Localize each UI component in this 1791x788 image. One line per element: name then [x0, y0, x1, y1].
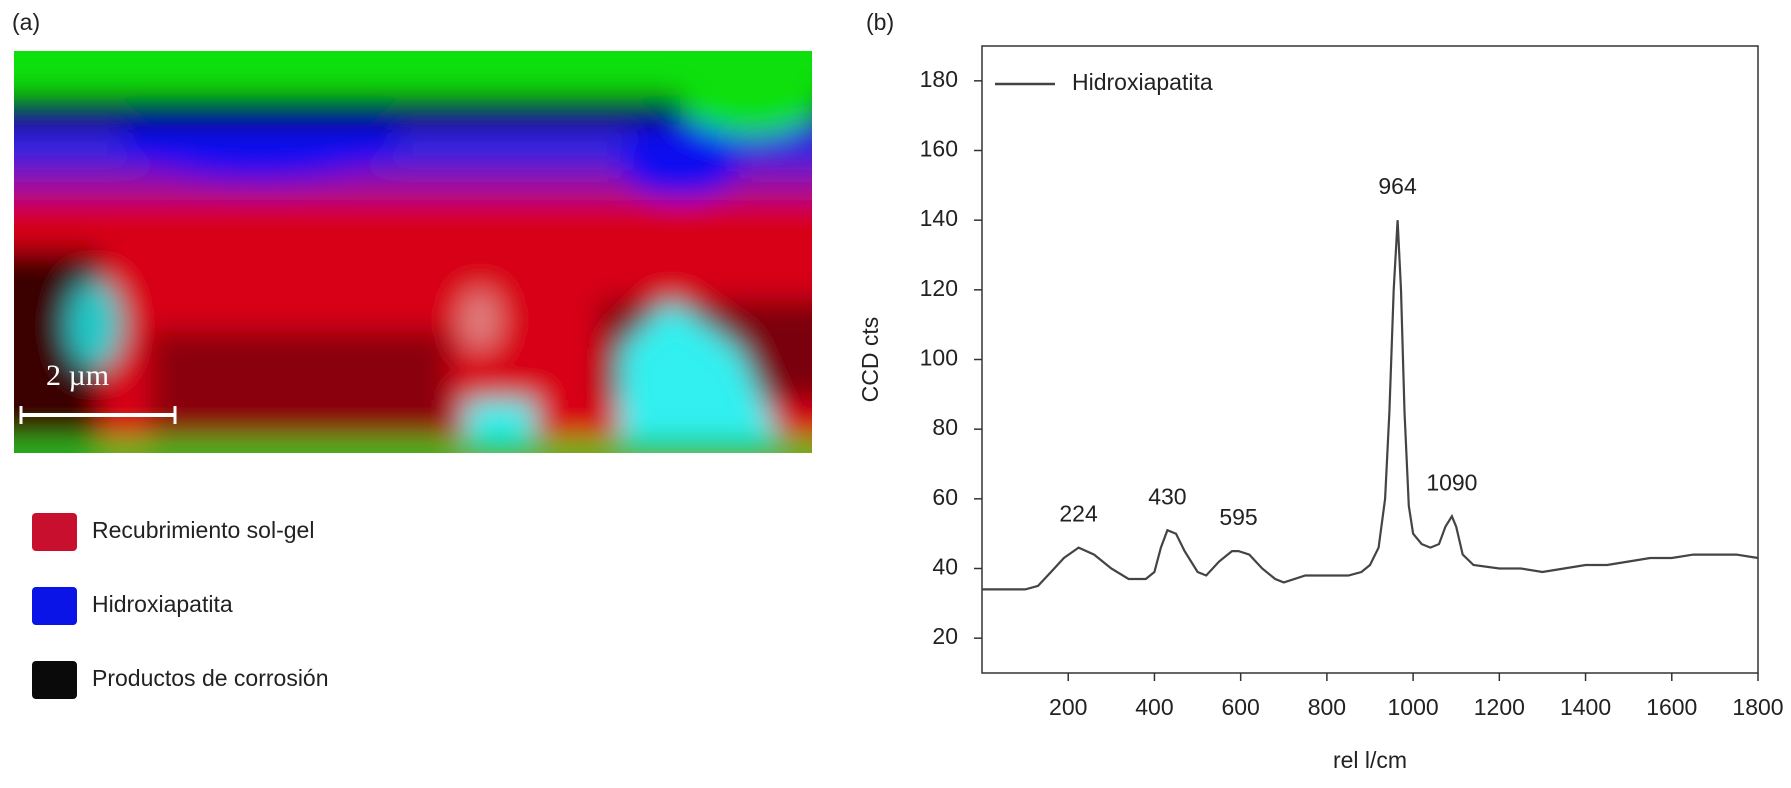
y-tick-label: 120 — [920, 275, 958, 301]
legend-label: Productos de corrosión — [92, 665, 329, 691]
peak-label: 595 — [1219, 504, 1257, 530]
y-tick-label: 180 — [920, 66, 958, 92]
peak-label: 964 — [1378, 173, 1417, 199]
map-legend: Recubrimiento sol-gel Hidroxiapatita Produ… — [32, 513, 329, 699]
x-tick-label: 1800 — [1732, 694, 1783, 720]
peak-label: 224 — [1059, 501, 1098, 527]
x-tick-label: 800 — [1308, 694, 1346, 720]
scale-bar-label: 2 µm — [46, 359, 109, 392]
x-tick-label: 1400 — [1560, 694, 1611, 720]
x-axis-title: rel l/cm — [1333, 747, 1407, 773]
x-tick-label: 200 — [1049, 694, 1087, 720]
spectrum-chart: (b) 20 40 60 80 100 120 140 160 180 200 400 600 800 10… — [857, 9, 1784, 773]
plot-frame — [981, 45, 1759, 674]
y-tick-label: 140 — [920, 205, 958, 231]
x-tick-label: 1000 — [1388, 694, 1439, 720]
legend-label: Hidroxiapatita — [92, 591, 233, 617]
panel-label: (b) — [866, 9, 894, 35]
y-tick-label: 40 — [932, 554, 958, 580]
x-tick-label: 1600 — [1646, 694, 1697, 720]
y-tick-label: 160 — [920, 136, 958, 162]
panel-label: (a) — [12, 9, 40, 35]
y-tick-label: 60 — [932, 484, 958, 510]
legend-swatch — [32, 513, 77, 551]
y-tick-label: 80 — [932, 414, 958, 440]
y-tick-label: 100 — [920, 345, 958, 371]
raman-map — [14, 51, 812, 453]
legend-label: Recubrimiento sol-gel — [92, 517, 314, 543]
peak-label: 1090 — [1426, 469, 1477, 495]
legend-label: Hidroxiapatita — [1072, 69, 1213, 95]
spectrum-line — [982, 220, 1759, 591]
x-tick-label: 600 — [1221, 694, 1259, 720]
y-tick-label: 20 — [932, 623, 958, 649]
legend-swatch — [32, 587, 77, 625]
y-axis-title: CCD cts — [857, 317, 883, 403]
x-tick-label: 1200 — [1474, 694, 1525, 720]
legend-swatch — [32, 661, 77, 699]
x-tick-label: 400 — [1135, 694, 1173, 720]
peak-label: 430 — [1148, 483, 1186, 509]
